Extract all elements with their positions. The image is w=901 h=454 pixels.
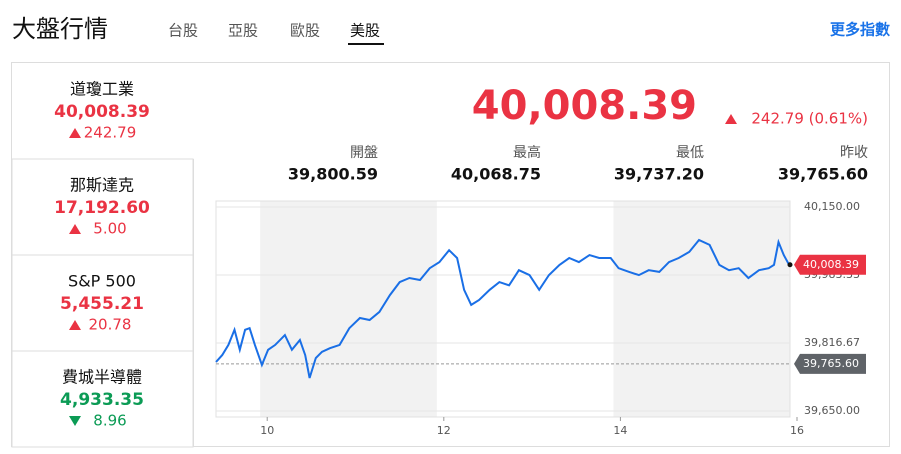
change-arrow xyxy=(69,224,81,234)
x-tick-label: 10 xyxy=(260,424,274,437)
tab[interactable]: 亞股 xyxy=(228,22,258,40)
index-value: 40,008.39 xyxy=(54,102,150,122)
plot-frame xyxy=(215,200,791,418)
stat-label: 開盤 xyxy=(350,145,378,161)
stat-label: 最低 xyxy=(676,145,704,161)
stat-value: 40,068.75 xyxy=(451,165,541,184)
stat-value: 39,737.20 xyxy=(614,165,704,184)
tab-underline xyxy=(348,43,384,45)
stat-label: 昨收 xyxy=(840,145,868,161)
y-tick-label: 40,150.00 xyxy=(804,200,860,213)
tab[interactable]: 台股 xyxy=(168,22,198,40)
last-point xyxy=(787,262,793,268)
index-change: 20.78 xyxy=(89,316,132,334)
index-name: 那斯達克 xyxy=(70,176,134,195)
index-name: 費城半導體 xyxy=(62,368,142,387)
change-arrow xyxy=(69,128,81,138)
reference-badge xyxy=(794,353,866,374)
quote-arrow xyxy=(725,114,737,124)
price: 40,008.39 xyxy=(472,83,697,129)
index-value: 17,192.60 xyxy=(54,198,150,218)
y-tick-label: 39,650.00 xyxy=(804,404,860,417)
x-tick-label: 14 xyxy=(613,424,627,437)
index-value: 5,455.21 xyxy=(60,294,144,314)
time-band xyxy=(613,201,790,417)
tab[interactable]: 歐股 xyxy=(290,22,320,40)
index-name: 道瓊工業 xyxy=(70,80,134,99)
stat-label: 最高 xyxy=(513,144,541,161)
x-tick-label: 12 xyxy=(437,424,451,437)
index-value: 4,933.35 xyxy=(60,390,144,410)
time-band xyxy=(260,201,437,417)
reference-label: 39,765.60 xyxy=(803,357,859,370)
last-label: 40,008.39 xyxy=(803,258,859,271)
stat-value: 39,800.59 xyxy=(288,165,378,184)
more-link[interactable]: 更多指數 xyxy=(830,21,890,39)
change-arrow xyxy=(69,320,81,330)
x-tick-label: 16 xyxy=(790,424,804,437)
stat-value: 39,765.60 xyxy=(778,165,868,184)
last-badge xyxy=(794,254,866,275)
price-change: 242.79 (0.61%) xyxy=(751,110,868,128)
index-item[interactable] xyxy=(11,254,194,352)
change-arrow xyxy=(69,416,81,426)
index-change: 8.96 xyxy=(93,412,126,430)
tab[interactable]: 美股 xyxy=(350,22,380,40)
price-line xyxy=(215,238,790,379)
index-item[interactable] xyxy=(12,63,193,159)
index-change: 242.79 xyxy=(84,124,137,142)
y-tick-label: 39,816.67 xyxy=(804,336,860,349)
index-change: 5.00 xyxy=(93,220,126,238)
widget-title: 大盤行情 xyxy=(12,15,108,43)
index-name: S&P 500 xyxy=(68,272,136,291)
